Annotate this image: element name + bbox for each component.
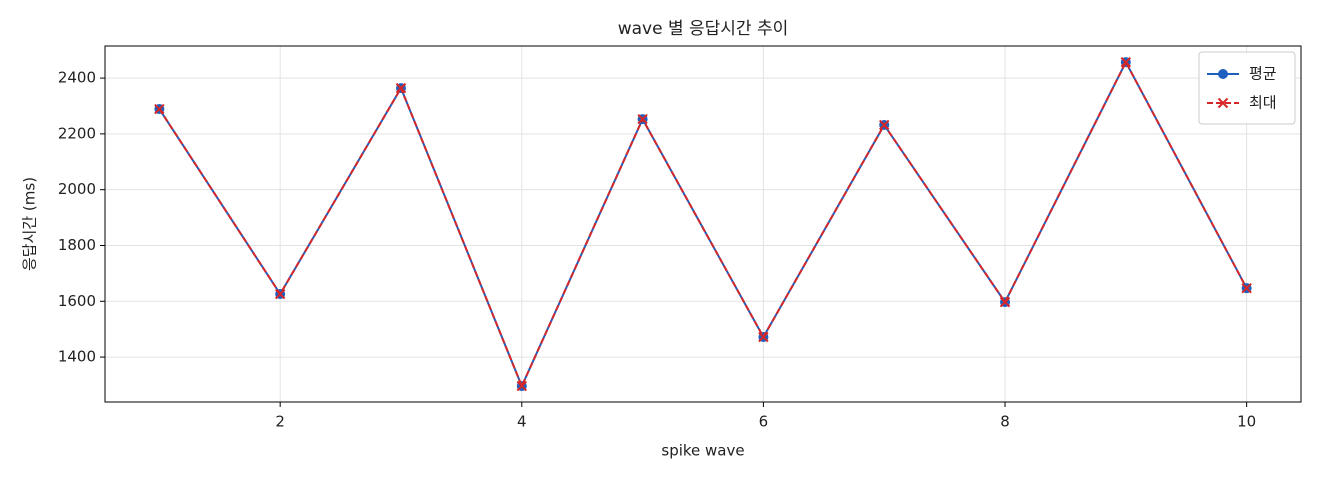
y-tick-label: 1400 xyxy=(58,348,96,366)
data-point xyxy=(637,113,648,125)
series-line xyxy=(158,60,1248,389)
series-line xyxy=(158,60,1248,389)
legend-label: 평균 xyxy=(1249,65,1277,83)
y-tick-label: 1800 xyxy=(58,236,96,254)
data-point xyxy=(154,103,165,115)
data-point xyxy=(395,82,407,94)
legend-label: 최대 xyxy=(1249,94,1277,112)
legend-box xyxy=(1198,51,1296,125)
x-tick-label: 2 xyxy=(275,413,285,431)
x-tick-label: 4 xyxy=(517,413,527,431)
chart-title: wave 별 응답시간 추이 xyxy=(618,19,789,39)
y-tick-label: 2400 xyxy=(58,69,96,87)
data-point xyxy=(879,119,890,131)
plot-frame xyxy=(104,45,1302,403)
data-point xyxy=(1241,282,1252,294)
x-tick-label: 10 xyxy=(1237,413,1256,431)
legend-marker xyxy=(1217,97,1229,109)
y-axis-label: 응답시간 (ms) xyxy=(21,177,39,271)
x-axis-label: spike wave xyxy=(661,442,744,460)
data-point xyxy=(999,296,1011,308)
data-point xyxy=(274,288,286,300)
y-tick-label: 2000 xyxy=(58,180,96,198)
data-point xyxy=(1120,56,1132,68)
legend-marker xyxy=(1218,69,1228,79)
data-point xyxy=(758,331,769,343)
x-tick-label: 6 xyxy=(759,413,769,431)
data-point xyxy=(516,380,527,392)
x-tick-label: 8 xyxy=(1000,413,1010,431)
y-tick-label: 2200 xyxy=(58,124,96,142)
y-tick-label: 1600 xyxy=(58,292,96,310)
